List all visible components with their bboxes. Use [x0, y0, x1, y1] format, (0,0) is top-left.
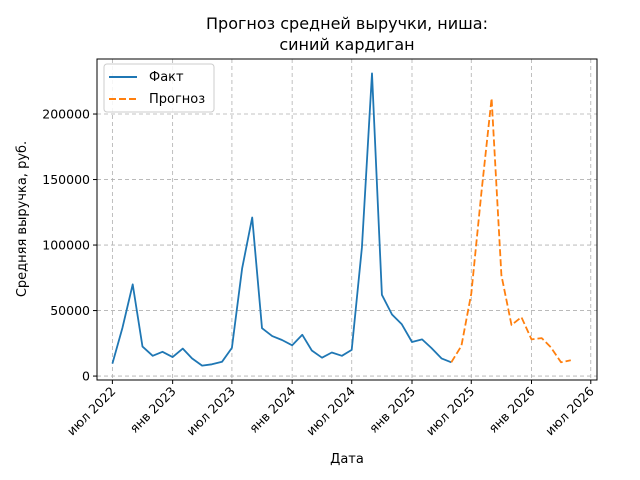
y-tick-label: 200000	[42, 107, 90, 122]
x-axis-label: Дата	[330, 452, 364, 467]
y-tick-label: 100000	[42, 238, 90, 253]
y-axis-label: Средняя выручка, руб.	[15, 141, 30, 297]
legend-label-fact: Факт	[149, 70, 184, 85]
legend-label-forecast: Прогноз	[149, 92, 205, 107]
x-axis-ticks: июл 2022 янв 2023 июл 2023 янв 2024 июл 2024…	[64, 380, 597, 438]
series-line-forecast	[450, 97, 571, 364]
x-tick-label: июл 2026	[542, 383, 597, 438]
series-layer	[111, 72, 571, 367]
x-tick-label: июл 2023	[183, 384, 238, 439]
plot-frame	[96, 58, 598, 381]
x-tick-label: янв 2026	[485, 383, 537, 435]
y-tick-label: 0	[82, 369, 90, 384]
y-tick-label: 50000	[50, 303, 90, 318]
legend: Факт Прогноз	[103, 63, 215, 113]
y-axis-ticks: 0 50000 100000 150000 200000	[42, 107, 97, 384]
chart-title-line-1: Прогноз средней выручки, ниша:	[206, 14, 488, 33]
x-tick-label: янв 2023	[127, 384, 179, 436]
series-line-fact	[111, 72, 452, 367]
x-tick-label: янв 2025	[366, 384, 418, 436]
chart-title-line-2: синий кардиган	[279, 35, 414, 54]
y-tick-label: 150000	[42, 172, 90, 187]
x-tick-label: июл 2022	[64, 384, 119, 439]
grid	[97, 59, 597, 380]
x-tick-label: июл 2024	[303, 383, 358, 438]
x-tick-label: июл 2025	[423, 384, 478, 439]
x-tick-label: янв 2024	[246, 383, 298, 435]
